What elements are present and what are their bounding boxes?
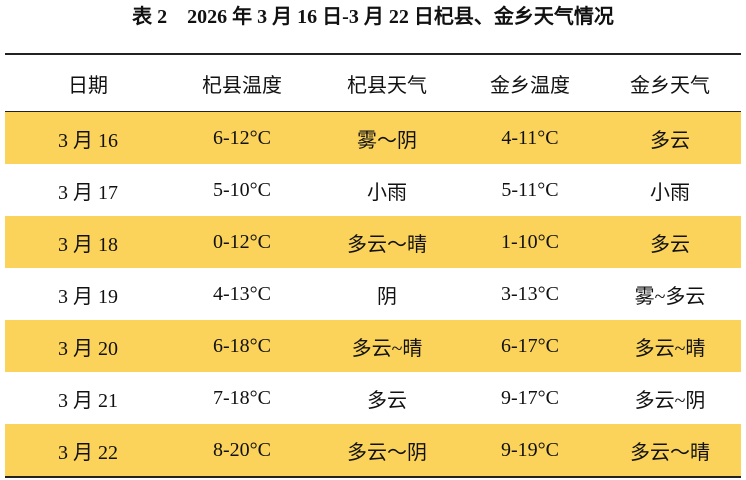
- table-cell: 0-12°C: [171, 216, 313, 268]
- header-cell: 杞县温度: [171, 54, 313, 112]
- table-cell: 3 月 22: [5, 424, 171, 477]
- table-cell: 3 月 20: [5, 320, 171, 372]
- table-cell: 3 月 21: [58, 389, 118, 412]
- table-cell: 多云: [367, 389, 407, 412]
- table-cell: 小雨: [650, 181, 690, 204]
- table-cell: 多云～晴: [599, 424, 741, 477]
- table-cell: 多云~晴: [313, 320, 461, 372]
- table-cell: 多云: [599, 216, 741, 268]
- table-row: 3 月 17 5-10°C 小雨 5-11°C 小雨: [5, 164, 741, 216]
- table-cell: 6-17°C: [461, 320, 599, 372]
- table-row: 3 月 18 0-12°C 多云～晴 1-10°C 多云: [5, 216, 741, 268]
- table-cell: 9-19°C: [461, 424, 599, 477]
- header-row: 日期 杞县温度 杞县天气 金乡温度 金乡天气: [5, 54, 741, 112]
- table-cell: 1-10°C: [461, 216, 599, 268]
- table-cell: 7-18°C: [213, 386, 271, 409]
- table-cell: 雾～阴: [313, 111, 461, 164]
- table-cell: 阴: [377, 285, 397, 308]
- weather-table: 日期 杞县温度 杞县天气 金乡温度 金乡天气 3 月 16 6-12°C 雾～阴 4-11°C…: [5, 53, 741, 478]
- table-cell: 小雨: [367, 181, 407, 204]
- table-body: 3 月 16 6-12°C 雾～阴 4-11°C 多云 3 月 17 5-10°C 小雨 5-1…: [5, 111, 741, 477]
- table-cell: 3 月 18: [5, 216, 171, 268]
- table-cell: 5-10°C: [213, 178, 271, 201]
- table-cell: 3 月 19: [58, 285, 118, 308]
- table-row: 3 月 16 6-12°C 雾～阴 4-11°C 多云: [5, 111, 741, 164]
- table-cell: 多云~晴: [599, 320, 741, 372]
- table-cell: 6-18°C: [171, 320, 313, 372]
- table-cell: 雾~多云: [634, 285, 706, 308]
- table-cell: 多云～阴: [313, 424, 461, 477]
- table-cell: 8-20°C: [171, 424, 313, 477]
- table-row: 3 月 21 7-18°C 多云 9-17°C 多云~阴: [5, 372, 741, 424]
- table-row: 3 月 19 4-13°C 阴 3-13°C 雾~多云: [5, 268, 741, 320]
- header-cell: 金乡温度: [461, 54, 599, 112]
- table-cell: 3 月 16: [5, 111, 171, 164]
- table-cell: 9-17°C: [501, 386, 559, 409]
- header-cell: 杞县天气: [313, 54, 461, 112]
- header-cell: 金乡天气: [599, 54, 741, 112]
- table-cell: 4-13°C: [213, 282, 271, 305]
- table-row: 3 月 22 8-20°C 多云～阴 9-19°C 多云～晴: [5, 424, 741, 477]
- table-cell: 6-12°C: [171, 111, 313, 164]
- header-cell: 日期: [5, 54, 171, 112]
- table-row: 3 月 20 6-18°C 多云~晴 6-17°C 多云~晴: [5, 320, 741, 372]
- table-title: 表 2 2026 年 3 月 16 日-3 月 22 日杞县、金乡天气情况: [132, 6, 614, 28]
- table-cell: 3-13°C: [501, 282, 559, 305]
- table-cell: 多云~阴: [634, 389, 706, 412]
- table-cell: 5-11°C: [501, 178, 559, 201]
- table-cell: 多云～晴: [313, 216, 461, 268]
- table-cell: 3 月 17: [58, 181, 118, 204]
- table-cell: 多云: [599, 111, 741, 164]
- table-cell: 4-11°C: [461, 111, 599, 164]
